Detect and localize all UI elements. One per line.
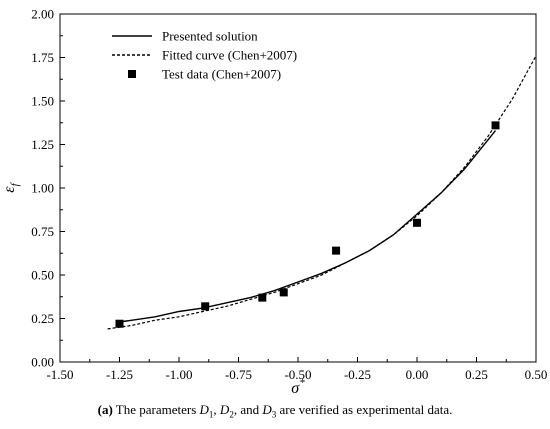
solution-line xyxy=(119,130,497,323)
y-tick-label: 0.00 xyxy=(31,355,54,370)
y-tick-label: 0.75 xyxy=(31,224,54,239)
caption-d1: D xyxy=(199,402,209,417)
y-axis-title: εf xyxy=(1,181,21,192)
x-axis-title: σ* xyxy=(291,377,305,397)
y-tick-label: 2.00 xyxy=(31,7,54,22)
data-point xyxy=(115,319,124,328)
caption-d1-sub: 1 xyxy=(208,409,214,420)
x-axis-ticks: -1.50 -1.25 -1.00 -0.75 -0.50 -0.25 0.00 0.25 0.… xyxy=(46,357,547,382)
data-point xyxy=(201,302,210,311)
caption-d3-sub: 3 xyxy=(271,409,277,420)
caption-d3: D xyxy=(262,402,272,417)
chart: -1.50 -1.25 -1.00 -0.75 -0.50 -0.25 0.00 0.25 0.… xyxy=(1,7,547,398)
y-tick-label: 0.50 xyxy=(31,268,54,283)
y-axis-ticks: 0.00 0.25 0.50 0.75 1.00 1.25 1.50 1.75 2.00 xyxy=(31,7,65,370)
plot-border xyxy=(59,13,537,363)
x-tick-label: -0.75 xyxy=(225,367,252,382)
data-point xyxy=(491,121,500,130)
x-tick-label: -1.00 xyxy=(165,367,192,382)
legend: Presented solution Fitted curve (Chen+200… xyxy=(112,29,297,82)
plot-frame xyxy=(59,13,537,363)
y-tick-label: 1.00 xyxy=(31,181,54,196)
caption-sep2: , and xyxy=(233,402,263,417)
series-layer xyxy=(107,55,537,330)
caption-pre: The parameters xyxy=(115,402,200,417)
y-tick-label: 1.75 xyxy=(31,50,54,65)
fitted-curve-line xyxy=(107,55,537,330)
x-tick-label: -0.50 xyxy=(284,367,311,382)
caption-post: are verified as experimental data. xyxy=(276,402,453,417)
legend-marker xyxy=(128,70,136,78)
data-point xyxy=(258,293,267,302)
y-tick-label: 1.50 xyxy=(31,94,54,109)
legend-label: Presented solution xyxy=(162,29,258,44)
legend-label: Test data (Chen+2007) xyxy=(162,67,281,82)
x-tick-label: 0.25 xyxy=(465,367,488,382)
caption-sep1: , xyxy=(213,402,220,417)
x-tick-label: -0.25 xyxy=(344,367,371,382)
caption-d2: D xyxy=(219,402,230,417)
caption-label: (a) xyxy=(97,402,113,417)
x-tick-label: 0.00 xyxy=(406,367,429,382)
x-tick-label: 0.50 xyxy=(525,367,548,382)
x-tick-label: -1.50 xyxy=(46,367,73,382)
y-tick-label: 0.25 xyxy=(31,311,54,326)
y-tick-label: 1.25 xyxy=(31,137,54,152)
caption-d2-sub: 2 xyxy=(229,409,234,420)
legend-label: Fitted curve (Chen+2007) xyxy=(162,48,297,63)
data-point xyxy=(279,288,288,297)
data-point xyxy=(413,218,421,227)
x-tick-label: -1.25 xyxy=(106,367,133,382)
data-point xyxy=(332,246,341,255)
figure-caption: (a) The parameters D1, D2, and D3 are ve… xyxy=(0,402,550,420)
